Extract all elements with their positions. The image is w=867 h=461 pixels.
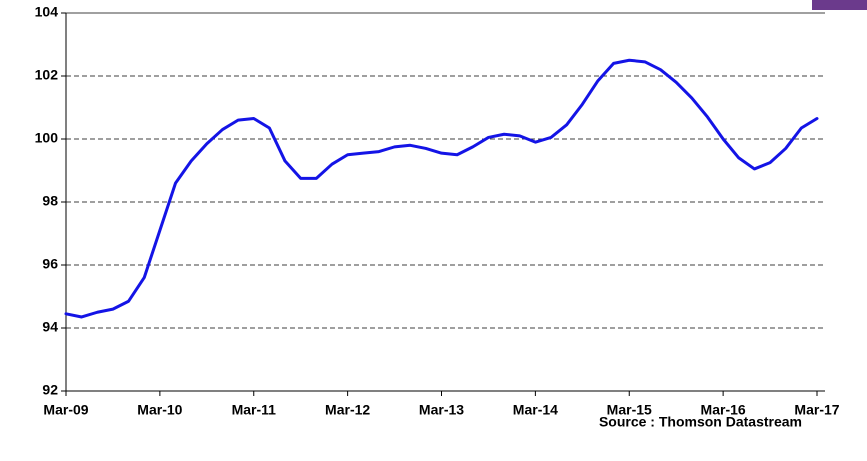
y-tick-label: 92 [42,382,58,398]
x-tick-label: Mar-13 [419,402,464,418]
line-series [64,58,819,319]
x-tick-label: Mar-17 [794,402,839,418]
corner-decoration [812,0,867,10]
y-tick-label: 104 [35,4,59,20]
x-tick-label: Mar-15 [607,402,652,418]
x-tick-label: Mar-09 [43,402,88,418]
x-tick-label: Mar-11 [232,402,277,418]
x-tick-label: Mar-10 [137,402,182,418]
y-tick-label: 102 [35,67,59,83]
x-tick-label: Mar-12 [325,402,370,418]
y-tick-label: 94 [42,319,58,335]
y-tick-label: 96 [42,256,58,272]
x-tick-label: Mar-14 [513,402,558,418]
source-note: Source : Thomson Datastream [599,414,802,430]
x-tick-label: Mar-16 [701,402,746,418]
y-tick-label: 98 [42,193,58,209]
y-tick-label: 100 [35,130,59,146]
